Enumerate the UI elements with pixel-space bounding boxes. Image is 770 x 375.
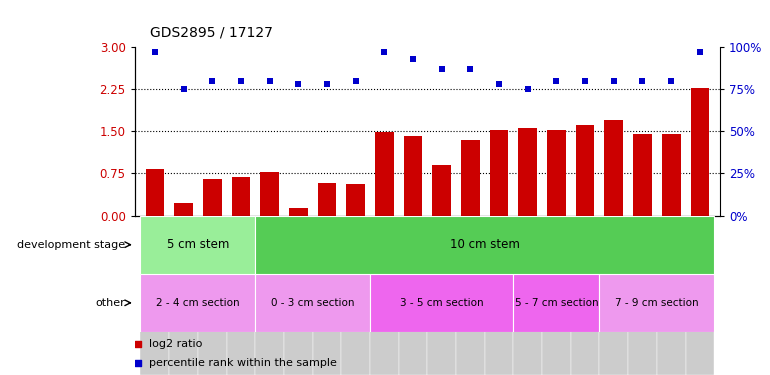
Text: 2 - 4 cm section: 2 - 4 cm section xyxy=(156,298,239,308)
Bar xyxy=(461,140,480,216)
Text: 0 - 3 cm section: 0 - 3 cm section xyxy=(271,298,354,308)
Point xyxy=(694,49,706,55)
Bar xyxy=(140,216,255,274)
Bar xyxy=(140,217,169,375)
Text: GDS2895 / 17127: GDS2895 / 17127 xyxy=(150,26,273,39)
Bar xyxy=(255,274,370,332)
Bar xyxy=(600,217,628,375)
Text: other: other xyxy=(95,298,125,308)
Text: 3 - 5 cm section: 3 - 5 cm section xyxy=(400,298,484,308)
Point xyxy=(292,81,304,87)
Bar xyxy=(456,217,485,375)
Bar xyxy=(255,217,284,375)
Bar xyxy=(375,132,393,216)
Text: 10 cm stem: 10 cm stem xyxy=(450,238,520,251)
Point xyxy=(132,341,145,347)
Point xyxy=(407,56,419,62)
Text: 5 cm stem: 5 cm stem xyxy=(166,238,229,251)
Bar xyxy=(633,134,652,216)
Point xyxy=(521,86,534,92)
Bar xyxy=(685,217,715,375)
Point xyxy=(235,78,247,84)
Bar xyxy=(571,217,600,375)
Bar xyxy=(604,120,623,216)
Text: percentile rank within the sample: percentile rank within the sample xyxy=(149,358,336,368)
Bar xyxy=(341,217,370,375)
Point xyxy=(149,49,161,55)
Bar xyxy=(662,134,681,216)
Point xyxy=(579,78,591,84)
Point xyxy=(263,78,276,84)
Bar xyxy=(691,88,709,216)
Point xyxy=(636,78,648,84)
Bar xyxy=(427,217,456,375)
Bar xyxy=(485,217,514,375)
Bar xyxy=(260,172,279,216)
Text: 5 - 7 cm section: 5 - 7 cm section xyxy=(514,298,598,308)
Bar xyxy=(628,217,657,375)
Text: 7 - 9 cm section: 7 - 9 cm section xyxy=(615,298,698,308)
Bar xyxy=(313,217,341,375)
Bar xyxy=(317,183,336,216)
Bar xyxy=(518,128,537,216)
Bar xyxy=(514,217,542,375)
Bar xyxy=(490,130,508,216)
Text: log2 ratio: log2 ratio xyxy=(149,339,203,349)
Bar xyxy=(169,217,198,375)
Point xyxy=(436,66,448,72)
Bar xyxy=(514,274,600,332)
Point xyxy=(493,81,505,87)
Bar xyxy=(226,217,255,375)
Bar xyxy=(542,217,571,375)
Bar xyxy=(140,274,255,332)
Bar xyxy=(399,217,427,375)
Bar xyxy=(146,169,164,216)
Bar xyxy=(232,177,250,216)
Point xyxy=(608,78,620,84)
Bar xyxy=(657,217,685,375)
Bar xyxy=(370,217,399,375)
Point xyxy=(177,86,189,92)
Bar xyxy=(203,179,222,216)
Point xyxy=(132,360,145,366)
Bar xyxy=(255,216,715,274)
Bar xyxy=(403,136,422,216)
Point xyxy=(378,49,390,55)
Point xyxy=(206,78,219,84)
Point xyxy=(464,66,477,72)
Bar xyxy=(576,124,594,216)
Bar xyxy=(174,203,192,216)
Bar xyxy=(547,130,566,216)
Point xyxy=(551,78,563,84)
Bar xyxy=(284,217,313,375)
Bar xyxy=(346,184,365,216)
Bar xyxy=(433,165,451,216)
Text: development stage: development stage xyxy=(17,240,125,250)
Bar xyxy=(289,209,307,216)
Point xyxy=(665,78,678,84)
Bar xyxy=(370,274,514,332)
Bar xyxy=(600,274,715,332)
Bar xyxy=(198,217,226,375)
Point xyxy=(321,81,333,87)
Point xyxy=(350,78,362,84)
